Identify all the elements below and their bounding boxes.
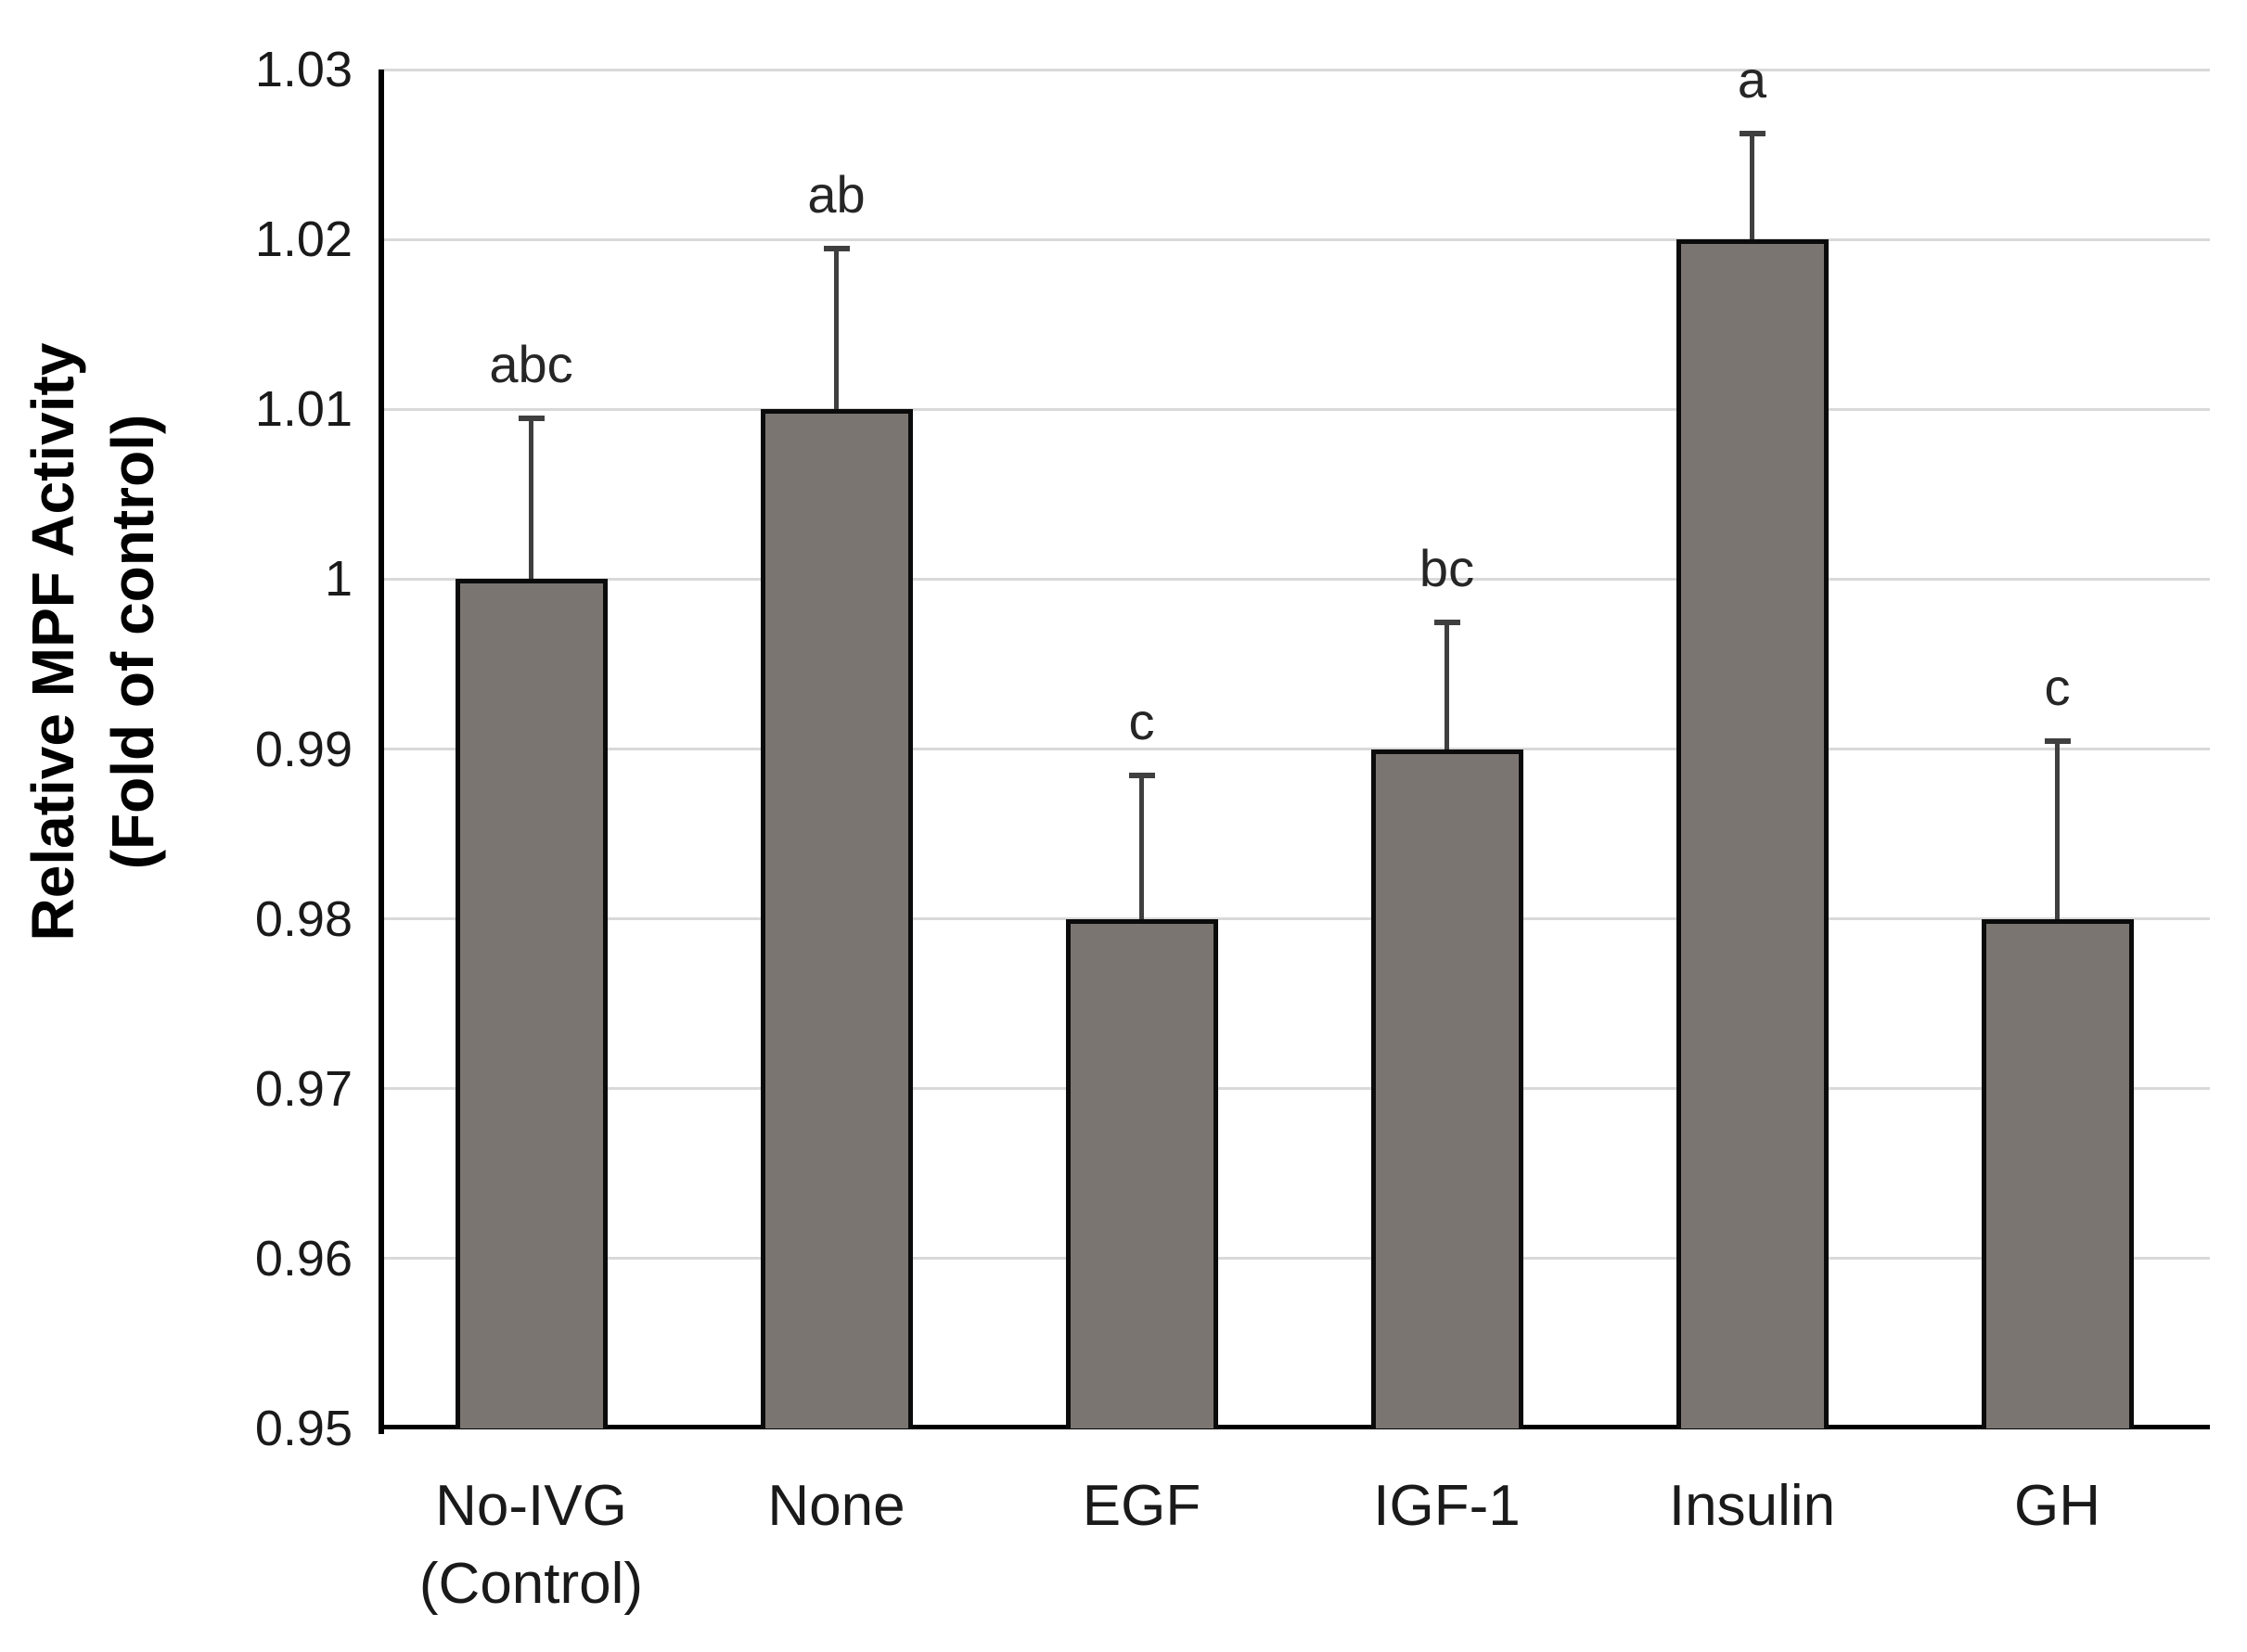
x-category-label-line: Insulin [1668, 1474, 1836, 1538]
y-tick-label: 0.99 [254, 721, 353, 777]
x-category-label-line: GH [2014, 1474, 2100, 1538]
x-category-label: Insulin [1599, 1467, 1905, 1545]
y-tick-label: 0.96 [254, 1230, 353, 1287]
x-category-label-line: IGF-1 [1373, 1474, 1521, 1538]
y-tick-label: 0.98 [254, 890, 353, 947]
y-axis-title-line1: Relative MPF Activity [19, 342, 86, 941]
bar [455, 579, 608, 1428]
gridline [379, 1257, 2210, 1261]
y-tick-label: 0.97 [254, 1060, 353, 1117]
error-bar-stem [1750, 132, 1754, 240]
x-category-label: IGF-1 [1294, 1467, 1599, 1545]
bar [1370, 749, 1523, 1428]
x-category-label-line: EGF [1082, 1474, 1201, 1538]
plot-area: abc ab c bc a c [379, 50, 2210, 1434]
significance-letter: a [1737, 49, 1767, 109]
error-bar-stem [834, 248, 839, 410]
y-tick-label: 1.02 [254, 211, 353, 268]
error-bar-stem [1139, 774, 1144, 919]
significance-letter: abc [489, 335, 573, 394]
y-tick-label: 1.03 [254, 42, 353, 97]
x-category-label-line: (Control) [418, 1552, 644, 1616]
gridline [379, 748, 2210, 750]
error-bar-stem [2055, 740, 2060, 919]
bar [1065, 918, 1218, 1428]
gridline [379, 68, 2210, 71]
x-category-label-line: None [767, 1474, 905, 1538]
gridline [379, 237, 2210, 241]
x-axis-line [379, 1425, 2210, 1429]
y-tick-label: 0.95 [254, 1401, 353, 1456]
significance-letter: bc [1419, 539, 1475, 598]
significance-letter: c [1128, 691, 1155, 750]
error-bar-cap [1739, 130, 1766, 136]
x-category-label: No-IVG (Control) [379, 1467, 684, 1623]
bar [1981, 918, 2134, 1428]
error-bar-cap [518, 416, 545, 422]
y-axis-line [379, 70, 384, 1434]
x-category-label: EGF [989, 1467, 1294, 1545]
gridline [379, 577, 2210, 581]
y-tick-label: 1 [324, 551, 353, 608]
error-bar-cap [1128, 772, 1155, 778]
error-bar-cap [1433, 620, 1460, 626]
error-bar-stem [529, 417, 533, 580]
x-category-label: GH [1905, 1467, 2210, 1545]
bar [760, 409, 913, 1428]
bar [1676, 239, 1829, 1428]
error-bar-stem [1444, 621, 1449, 749]
gridline [379, 917, 2210, 921]
error-bar-cap [823, 246, 850, 252]
error-bar-cap [2044, 738, 2071, 745]
gridline [379, 1087, 2210, 1091]
significance-letter: ab [807, 165, 866, 224]
significance-letter: c [2044, 658, 2071, 717]
x-category-label: None [684, 1467, 989, 1545]
y-tick-label: 1.01 [254, 381, 353, 438]
gridline [379, 407, 2210, 411]
x-category-label-line: No-IVG [435, 1474, 627, 1538]
